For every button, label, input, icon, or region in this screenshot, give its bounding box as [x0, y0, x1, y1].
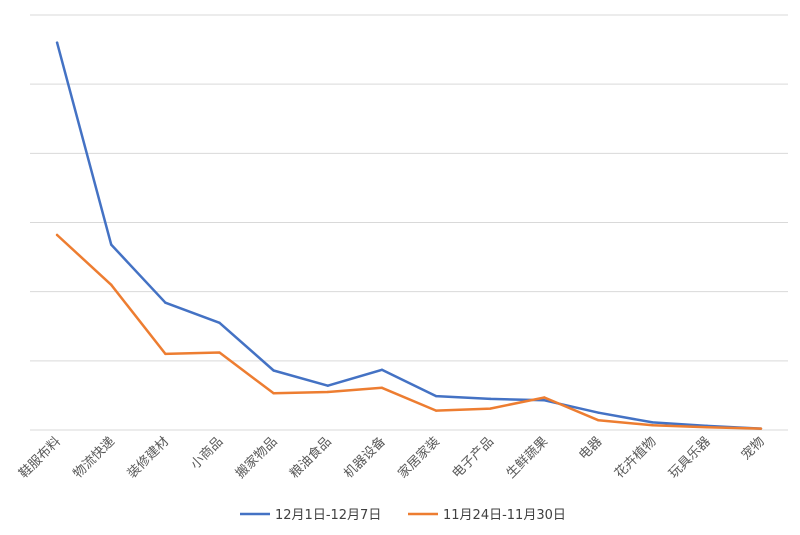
- data-point: [380, 386, 384, 390]
- data-point: [651, 423, 654, 427]
- data-point: [597, 411, 600, 414]
- data-point: [218, 351, 221, 354]
- legend: 12月1日-12月7日 11月24日-11月30日: [240, 508, 566, 523]
- x-tick-label: 粮油食品: [287, 434, 335, 482]
- x-tick-label: 家居家装: [395, 434, 443, 482]
- legend-label: 12月1日-12月7日: [275, 508, 381, 523]
- x-tick-label: 电器: [576, 434, 605, 463]
- data-point: [55, 41, 59, 44]
- x-tick-label: 搬家物品: [232, 434, 280, 482]
- x-tick-label: 宠物: [738, 434, 768, 464]
- x-tick-label: 玩具乐器: [666, 434, 713, 481]
- data-point: [651, 421, 654, 424]
- x-tick-label: 鞋服布料: [16, 434, 64, 482]
- x-axis-labels: 鞋服布料 物流快递 装修建材 小商品 搬家物品 粮油食品 机器设备 家居家装 电子产品 生鲜蔬果电…: [16, 434, 768, 482]
- x-tick-label: 花卉植物: [611, 434, 659, 482]
- x-tick-label: 物流快递: [71, 434, 118, 481]
- data-point: [110, 243, 113, 246]
- series-line-1: [55, 41, 763, 430]
- x-tick-label: 生鲜蔬果: [504, 434, 551, 481]
- data-point: [380, 368, 384, 372]
- data-point: [272, 369, 275, 372]
- series-layer: [55, 41, 763, 430]
- x-tick-label: 机器设备: [341, 434, 389, 482]
- series-line-2: [55, 233, 763, 430]
- data-point: [597, 419, 600, 422]
- legend-label: 11月24日-11月30日: [443, 508, 566, 523]
- data-point: [164, 352, 167, 356]
- data-point: [543, 396, 546, 399]
- data-point: [164, 301, 167, 304]
- x-tick-label: 小商品: [188, 434, 226, 472]
- data-point: [326, 390, 329, 394]
- data-point: [218, 321, 221, 324]
- data-point: [489, 397, 492, 401]
- x-tick-label: 装修建材: [125, 434, 172, 481]
- data-point: [434, 394, 438, 398]
- data-point: [272, 392, 275, 395]
- data-point: [326, 384, 329, 387]
- data-point: [705, 426, 708, 429]
- data-point: [110, 283, 113, 286]
- gridlines: [30, 14, 788, 431]
- data-point: [489, 407, 492, 410]
- data-point: [434, 409, 438, 412]
- data-point: [543, 399, 546, 402]
- data-point: [759, 427, 763, 430]
- data-point: [55, 233, 59, 237]
- x-tick-label: 电子产品: [450, 434, 497, 481]
